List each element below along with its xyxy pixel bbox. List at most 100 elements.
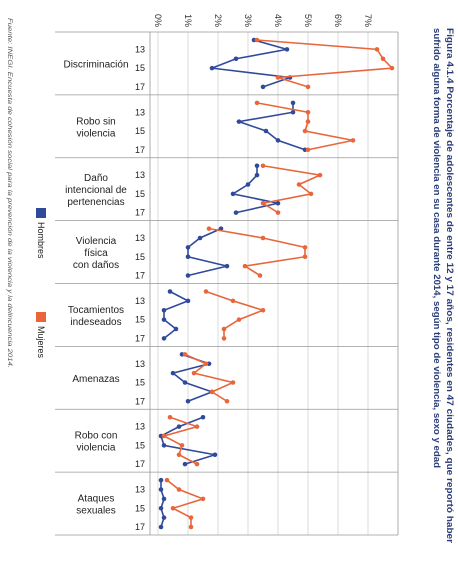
y-tick-label: 15 [135,378,145,388]
data-point [161,515,167,520]
data-point [173,326,179,332]
data-point [164,477,170,483]
data-point [275,75,281,80]
data-point [191,370,197,376]
data-point [182,461,188,467]
group-label: física [84,248,108,259]
data-point [224,398,230,404]
data-point [200,496,206,502]
group-label: intencional de [65,185,127,196]
series-line [166,479,206,527]
y-tick-label: 15 [135,440,145,450]
series-line [187,227,228,277]
y-tick-label: 13 [135,296,145,306]
y-tick-label: 13 [135,359,145,369]
group-label: Violencia [76,236,117,247]
x-tick-label: 1% [183,14,193,27]
data-point [167,289,173,294]
data-point [161,443,167,448]
data-point [209,389,215,395]
data-point [185,254,191,260]
data-point [236,119,242,124]
x-tick-label: 4% [273,14,283,27]
data-point [233,56,239,62]
x-tick-label: 6% [333,14,343,27]
data-point [263,128,269,134]
data-point [350,138,356,143]
data-point [203,289,209,294]
data-point [254,163,260,169]
source: Fuente: INEGI. Encuesta de cohesión soci… [6,18,13,368]
data-point [188,515,194,520]
x-tick-label: 2% [213,14,223,27]
data-point [161,317,167,322]
data-point [260,84,266,90]
x-tick-label: 7% [363,14,373,27]
y-tick-label: 17 [135,522,145,532]
data-point [305,109,311,115]
series-line [230,165,279,214]
data-point [203,361,209,367]
group-label: Daño [84,173,108,184]
data-point [158,487,164,492]
x-tick-label: 3% [243,14,253,27]
y-tick-label: 15 [135,189,145,199]
data-point [305,147,311,153]
data-point [176,424,182,429]
data-point [206,226,212,231]
data-point [254,172,260,178]
y-tick-label: 15 [135,252,145,262]
y-tick-label: 13 [135,233,145,243]
legend-swatch [36,208,46,218]
data-point [389,65,395,71]
data-point [317,172,323,178]
y-tick-label: 17 [135,271,145,281]
data-point [158,524,164,530]
group-label: Tocamientos [68,305,124,316]
data-point [185,273,191,278]
data-point [242,263,248,269]
data-point [161,433,167,439]
group-label: sexuales [76,506,115,517]
x-tick-label: 0% [153,14,163,27]
group-label: Amenazas [72,374,119,385]
chart-title: sufrido alguna forma de violencia en su … [432,28,442,468]
data-point [167,414,173,420]
data-point [374,47,380,52]
data-point [308,191,314,197]
y-tick-label: 13 [135,170,145,180]
data-point [176,452,182,458]
data-point [305,84,311,90]
x-tick-label: 5% [303,14,313,27]
data-point [302,254,308,260]
data-point [260,307,266,313]
data-point [380,56,386,62]
data-point [302,128,308,134]
y-tick-label: 15 [135,63,145,73]
y-tick-label: 13 [135,107,145,117]
data-point [230,380,236,385]
data-point [197,235,203,241]
data-point [305,119,311,124]
data-point [275,138,281,143]
data-point [254,37,260,43]
series-line [161,416,200,465]
group-label: pertenencias [67,197,124,208]
data-point [221,336,227,341]
group-label: con daños [73,260,119,271]
data-point [260,235,266,241]
data-point [290,100,296,106]
series-line [184,353,236,402]
data-point [224,263,230,269]
data-point [185,245,191,250]
series-line [163,290,190,340]
data-point [185,298,191,304]
data-point [233,210,239,215]
data-point [188,524,194,530]
data-point [302,245,308,250]
group-label: Robo con [75,431,118,442]
series-line [256,39,394,88]
data-point [182,352,188,357]
data-point [194,424,200,429]
data-point [230,298,236,304]
